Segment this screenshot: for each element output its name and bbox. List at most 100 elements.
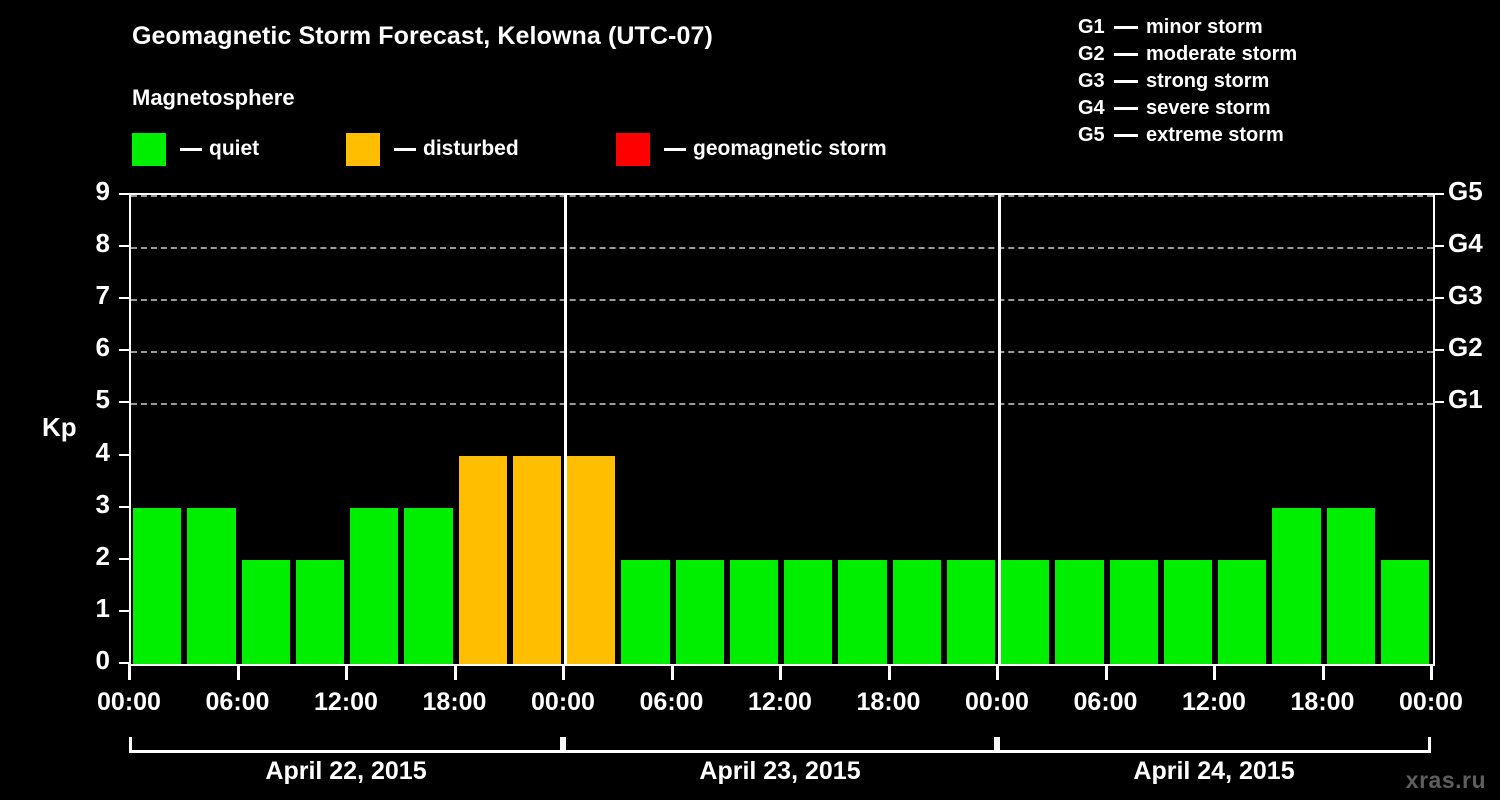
y-tick-mark-1	[119, 609, 131, 612]
x-tick-mark-11	[1321, 664, 1325, 680]
legend-entry-quiet: quiet	[132, 132, 260, 166]
g-legend-dash-icon	[1114, 80, 1138, 83]
x-tick-mark-0	[128, 664, 131, 680]
g-legend-dash-icon	[1114, 53, 1138, 56]
bar[interactable]	[241, 559, 290, 664]
plot-inner	[131, 195, 1433, 664]
bar[interactable]	[1272, 507, 1321, 664]
gridline-kp-6	[131, 351, 1433, 354]
x-tick-mark-10	[1213, 664, 1216, 680]
legend-dash-icon	[394, 147, 416, 151]
g-legend-code-g2: G2	[1078, 43, 1105, 65]
bar[interactable]	[350, 507, 399, 664]
x-tick-mark-2	[345, 664, 348, 680]
y-tick-mark-9	[119, 193, 131, 195]
y-tick-mark-5	[119, 401, 131, 404]
magnetosphere-section-label: Magnetosphere	[132, 85, 295, 110]
bar[interactable]	[621, 559, 670, 664]
bar[interactable]	[1109, 559, 1158, 664]
bar[interactable]	[1001, 559, 1050, 664]
y-tick-label-1: 1	[95, 592, 110, 623]
g-legend-desc-g2: moderate storm	[1146, 43, 1298, 65]
g-legend-code-g4: G4	[1078, 97, 1105, 119]
gridline-kp-8	[131, 247, 1433, 250]
x-tick-label-10: 12:00	[1182, 688, 1246, 716]
watermark: xras.ru	[1405, 767, 1486, 793]
bar[interactable]	[729, 559, 778, 664]
g-tick-mark-g2	[1431, 349, 1444, 352]
y-tick-mark-2	[119, 557, 131, 560]
g-legend-row-g5: G5 extreme storm	[1078, 122, 1297, 149]
x-tick-label-0: 00:00	[97, 688, 161, 716]
x-tick-mark-3	[453, 664, 457, 680]
bar[interactable]	[133, 507, 182, 664]
x-tick-mark-4	[562, 664, 565, 680]
bar[interactable]	[1055, 559, 1104, 664]
bar[interactable]	[1163, 559, 1212, 664]
gridline-kp-5	[131, 403, 1433, 406]
g-tick-label-g1: G1	[1448, 384, 1483, 415]
day-label-0: April 22, 2015	[265, 757, 427, 785]
day-label-2: April 24, 2015	[1133, 757, 1295, 785]
bar[interactable]	[404, 507, 453, 664]
legend-label-disturbed: disturbed	[423, 137, 519, 160]
x-tick-label-6: 12:00	[748, 688, 812, 716]
bar[interactable]	[1326, 507, 1375, 664]
g-legend-desc-g5: extreme storm	[1146, 124, 1284, 146]
y-axis-title: Kp	[42, 412, 77, 442]
bar[interactable]	[892, 559, 941, 664]
g-legend-code-g3: G3	[1078, 70, 1105, 92]
g-legend-code-g5: G5	[1078, 124, 1105, 146]
y-tick-label-7: 7	[95, 280, 110, 311]
x-tick-mark-12	[1430, 664, 1433, 680]
g-tick-mark-g4	[1431, 245, 1444, 248]
y-tick-label-3: 3	[95, 488, 110, 519]
x-tick-label-2: 12:00	[314, 688, 378, 716]
x-tick-mark-7	[887, 664, 891, 680]
bar[interactable]	[784, 559, 833, 664]
y-tick-mark-0	[119, 662, 131, 664]
legend-label-quiet: quiet	[209, 137, 260, 160]
legend-dash-icon	[664, 147, 686, 151]
legend-swatch-disturbed	[346, 132, 380, 166]
x-tick-label-12: 00:00	[1399, 688, 1463, 716]
bar[interactable]	[946, 559, 995, 664]
bar[interactable]	[1218, 559, 1267, 664]
bar[interactable]	[512, 455, 561, 664]
bar[interactable]	[187, 507, 236, 664]
x-tick-mark-1	[236, 664, 240, 680]
g-legend-row-g3: G3 strong storm	[1078, 68, 1297, 95]
y-tick-mark-3	[119, 505, 131, 508]
y-tick-label-5: 5	[95, 384, 110, 415]
legend-swatch-geomagnetic-storm	[616, 132, 650, 166]
day-label-1: April 23, 2015	[699, 757, 861, 785]
page-title: Geomagnetic Storm Forecast, Kelowna (UTC…	[132, 22, 713, 50]
g-legend-code-g1: G1	[1078, 16, 1105, 38]
y-tick-mark-7	[119, 297, 131, 300]
g-legend-row-g4: G4 severe storm	[1078, 95, 1297, 122]
gridline-kp-7	[131, 299, 1433, 302]
g-legend-dash-icon	[1114, 107, 1138, 110]
bar[interactable]	[458, 455, 507, 664]
bar[interactable]	[675, 559, 724, 664]
bar[interactable]	[1380, 559, 1429, 664]
g-tick-label-g5: G5	[1448, 176, 1483, 206]
g-legend-desc-g4: severe storm	[1146, 97, 1271, 119]
g-scale-legend: G1 minor storm G2 moderate storm G3 strong st…	[1078, 14, 1297, 149]
legend-entry-geomagnetic-storm: geomagnetic storm	[616, 132, 887, 166]
x-tick-label-11: 18:00	[1290, 688, 1355, 716]
y-tick-label-9: 9	[95, 176, 110, 206]
day-bracket-2	[997, 737, 1431, 753]
g-legend-row-g1: G1 minor storm	[1078, 14, 1297, 41]
g-legend-dash-icon	[1114, 26, 1138, 29]
g-tick-mark-g1	[1431, 401, 1444, 404]
legend-swatch-quiet	[132, 132, 166, 166]
day-bracket-1	[563, 737, 997, 753]
y-tick-label-8: 8	[95, 228, 110, 259]
x-tick-label-8: 00:00	[965, 688, 1029, 716]
bar[interactable]	[567, 455, 616, 664]
bar[interactable]	[295, 559, 344, 664]
bar[interactable]	[838, 559, 887, 664]
x-tick-label-5: 06:00	[639, 688, 704, 716]
y-tick-label-4: 4	[95, 436, 110, 467]
